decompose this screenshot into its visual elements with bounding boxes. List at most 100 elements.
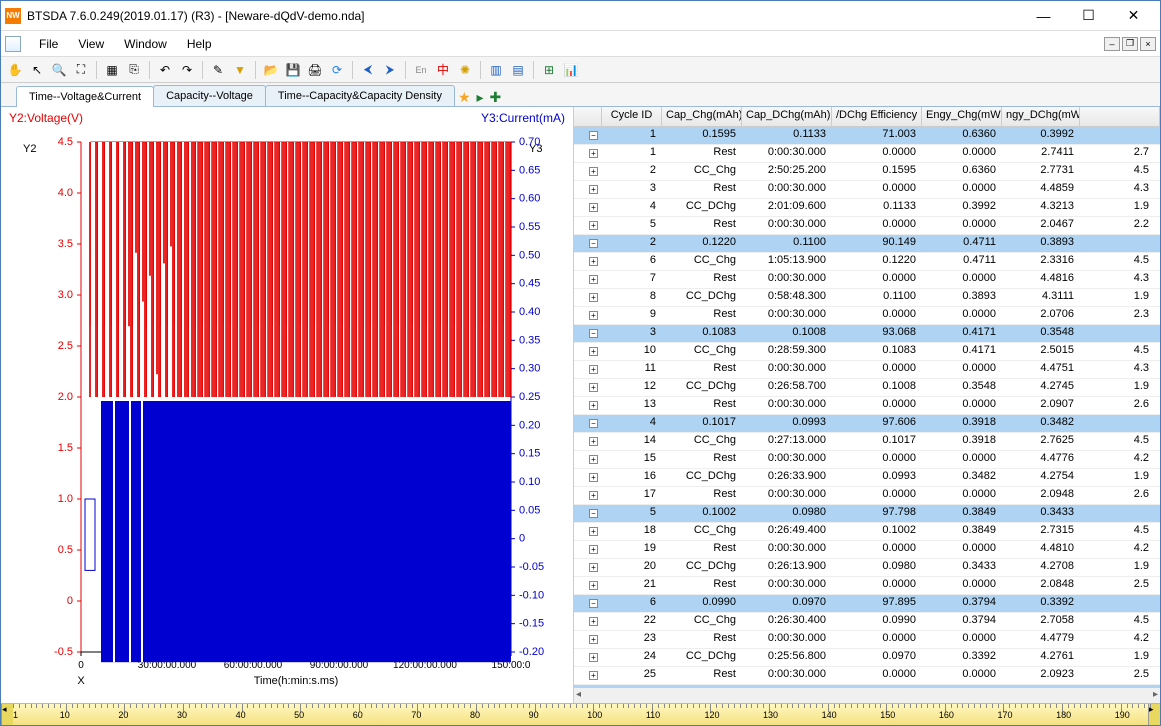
step-row[interactable]: +6CC_Chg1:05:13.9000.12200.47112.33164.5: [574, 253, 1160, 271]
expand-icon[interactable]: +: [589, 671, 598, 680]
expand-icon[interactable]: +: [589, 167, 598, 176]
save-icon[interactable]: 💾: [283, 60, 303, 80]
settings-icon[interactable]: ✺: [455, 60, 475, 80]
step-row[interactable]: +11Rest0:00:30.0000.00000.00004.47514.3: [574, 361, 1160, 379]
tab-next-icon[interactable]: ▸: [477, 89, 484, 106]
step-row[interactable]: +1Rest0:00:30.0000.00000.00002.74112.7: [574, 145, 1160, 163]
step-row[interactable]: +12CC_DChg0:26:58.7000.10080.35484.27451…: [574, 379, 1160, 397]
copy-icon[interactable]: ⎘: [124, 60, 144, 80]
step-row[interactable]: +14CC_Chg0:27:13.0000.10170.39182.76254.…: [574, 433, 1160, 451]
export-excel-icon[interactable]: ⊞: [539, 60, 559, 80]
expand-icon[interactable]: +: [589, 383, 598, 392]
step-row[interactable]: +8CC_DChg0:58:48.3000.11000.38934.31111.…: [574, 289, 1160, 307]
minimize-button[interactable]: —: [1021, 2, 1066, 30]
grid-body[interactable]: −10.15950.113371.0030.63600.3992+1Rest0:…: [574, 127, 1160, 687]
menu-window[interactable]: Window: [114, 35, 177, 53]
step-row[interactable]: +7Rest0:00:30.0000.00000.00004.48164.3: [574, 271, 1160, 289]
zoom-fit-icon[interactable]: ⛶: [71, 60, 91, 80]
tab-time-voltage-current[interactable]: Time--Voltage&Current: [16, 86, 154, 107]
step-row[interactable]: +17Rest0:00:30.0000.00000.00002.09482.6: [574, 487, 1160, 505]
print-icon[interactable]: 🖨: [305, 60, 325, 80]
step-row[interactable]: +15Rest0:00:30.0000.00000.00004.47764.2: [574, 451, 1160, 469]
collapse-icon[interactable]: −: [589, 131, 598, 140]
expand-icon[interactable]: +: [589, 185, 598, 194]
mdi-restore[interactable]: ❐: [1122, 37, 1138, 51]
tab-time-capacity-density[interactable]: Time--Capacity&Capacity Density: [265, 85, 455, 106]
grid-header-eff[interactable]: /DChg Efficiency: [832, 107, 922, 126]
layout2-icon[interactable]: ▤: [508, 60, 528, 80]
expand-icon[interactable]: +: [589, 257, 598, 266]
expand-icon[interactable]: +: [589, 635, 598, 644]
grid-icon[interactable]: ▦: [102, 60, 122, 80]
step-row[interactable]: +24CC_DChg0:25:56.8000.09700.33924.27611…: [574, 649, 1160, 667]
prev-icon[interactable]: ⮜: [358, 60, 378, 80]
timeline-ruler[interactable]: ◂ ▸ 102030405060708090100110120130140150…: [1, 703, 1160, 725]
expand-icon[interactable]: +: [589, 275, 598, 284]
step-row[interactable]: +25Rest0:00:30.0000.00000.00002.09232.5: [574, 667, 1160, 685]
expand-icon[interactable]: +: [589, 293, 598, 302]
mdi-close[interactable]: ×: [1140, 37, 1156, 51]
step-row[interactable]: +13Rest0:00:30.0000.00000.00002.09072.6: [574, 397, 1160, 415]
redo-icon[interactable]: ↷: [177, 60, 197, 80]
pointer-tool-icon[interactable]: ↖: [27, 60, 47, 80]
collapse-icon[interactable]: −: [589, 239, 598, 248]
chart-area[interactable]: Y2:Voltage(V) Y3:Current(mA) Y2-0.500.51…: [1, 107, 573, 703]
lang-cn-icon[interactable]: 中: [433, 60, 453, 80]
collapse-icon[interactable]: −: [589, 599, 598, 608]
step-row[interactable]: +3Rest0:00:30.0000.00000.00004.48594.3: [574, 181, 1160, 199]
step-row[interactable]: +18CC_Chg0:26:49.4000.10020.38492.73154.…: [574, 523, 1160, 541]
cycle-row[interactable]: −10.15950.113371.0030.63600.3992: [574, 127, 1160, 145]
step-row[interactable]: +2CC_Chg2:50:25.2000.15950.63602.77314.5: [574, 163, 1160, 181]
grid-header-cycleid[interactable]: Cycle ID: [602, 107, 662, 126]
step-row[interactable]: +9Rest0:00:30.0000.00000.00002.07062.3: [574, 307, 1160, 325]
grid-header-engydchg[interactable]: ngy_DChg(mWh: [1002, 107, 1080, 126]
pen-icon[interactable]: ✎: [208, 60, 228, 80]
favorite-icon[interactable]: ★: [458, 89, 471, 106]
collapse-icon[interactable]: −: [589, 329, 598, 338]
cycle-row[interactable]: −20.12200.110090.1490.47110.3893: [574, 235, 1160, 253]
layout1-icon[interactable]: ▥: [486, 60, 506, 80]
next-icon[interactable]: ⮞: [380, 60, 400, 80]
expand-icon[interactable]: +: [589, 437, 598, 446]
expand-icon[interactable]: +: [589, 401, 598, 410]
cycle-row[interactable]: −50.10020.098097.7980.38490.3433: [574, 505, 1160, 523]
grid-hscroll[interactable]: ◂ ▸: [574, 687, 1160, 703]
expand-icon[interactable]: +: [589, 149, 598, 158]
cycle-row[interactable]: −30.10830.100893.0680.41710.3548: [574, 325, 1160, 343]
step-row[interactable]: +10CC_Chg0:28:59.3000.10830.41712.50154.…: [574, 343, 1160, 361]
expand-icon[interactable]: +: [589, 473, 598, 482]
lang-en-icon[interactable]: En: [411, 60, 431, 80]
menu-help[interactable]: Help: [177, 35, 222, 53]
expand-icon[interactable]: +: [589, 653, 598, 662]
ruler-start-cap[interactable]: ◂: [1, 704, 13, 725]
expand-icon[interactable]: +: [589, 347, 598, 356]
step-row[interactable]: +20CC_DChg0:26:13.9000.09800.34334.27081…: [574, 559, 1160, 577]
close-button[interactable]: ✕: [1111, 2, 1156, 30]
step-row[interactable]: +19Rest0:00:30.0000.00000.00004.48104.2: [574, 541, 1160, 559]
expand-icon[interactable]: +: [589, 365, 598, 374]
undo-icon[interactable]: ↶: [155, 60, 175, 80]
expand-icon[interactable]: +: [589, 617, 598, 626]
expand-icon[interactable]: +: [589, 527, 598, 536]
tab-capacity-voltage[interactable]: Capacity--Voltage: [153, 85, 266, 106]
refresh-icon[interactable]: ⟳: [327, 60, 347, 80]
open-icon[interactable]: 📂: [261, 60, 281, 80]
filter-icon[interactable]: ▼: [230, 60, 250, 80]
hand-tool-icon[interactable]: ✋: [5, 60, 25, 80]
step-row[interactable]: +22CC_Chg0:26:30.4000.09900.37942.70584.…: [574, 613, 1160, 631]
cycle-row[interactable]: −40.10170.099397.6060.39180.3482: [574, 415, 1160, 433]
zoom-tool-icon[interactable]: 🔍: [49, 60, 69, 80]
add-tab-icon[interactable]: ✚: [490, 89, 502, 106]
grid-header-capdchg[interactable]: Cap_DChg(mAh): [742, 107, 832, 126]
expand-icon[interactable]: +: [589, 221, 598, 230]
expand-icon[interactable]: +: [589, 563, 598, 572]
collapse-icon[interactable]: −: [589, 419, 598, 428]
menu-view[interactable]: View: [68, 35, 114, 53]
grid-header-capchg[interactable]: Cap_Chg(mAh): [662, 107, 742, 126]
step-row[interactable]: +21Rest0:00:30.0000.00000.00002.08482.5: [574, 577, 1160, 595]
expand-icon[interactable]: +: [589, 311, 598, 320]
step-row[interactable]: +16CC_DChg0:26:33.9000.09930.34824.27541…: [574, 469, 1160, 487]
menu-file[interactable]: File: [29, 35, 68, 53]
expand-icon[interactable]: +: [589, 545, 598, 554]
step-row[interactable]: +23Rest0:00:30.0000.00000.00004.47794.2: [574, 631, 1160, 649]
